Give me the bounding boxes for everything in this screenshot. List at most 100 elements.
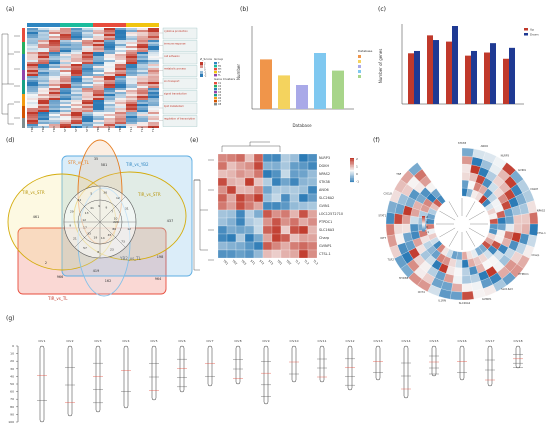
gene-label: NPAS2: [537, 208, 546, 212]
heatmap-cell: [93, 46, 104, 48]
venn-count: 966: [57, 275, 63, 279]
heatmap-cell: [60, 48, 71, 50]
scale-tick: 80: [10, 405, 14, 409]
chromosome-name: Chr15: [429, 339, 438, 343]
zscore-tick: 1: [204, 66, 206, 69]
heatmap-cell: [82, 78, 93, 80]
heatmap-cell: [137, 124, 148, 126]
heatmap-cell: [226, 225, 237, 235]
gene-label: MYD88: [399, 276, 408, 280]
chromosome-name: Chr2: [66, 339, 73, 343]
heatmap-cell: [93, 56, 104, 58]
down-bar: [452, 26, 458, 104]
legend-gradient-step: [422, 217, 425, 219]
heatmap-cell: [244, 201, 255, 211]
scale-tick: 50: [10, 382, 14, 386]
chromosome-name: Chr11: [317, 339, 326, 343]
heatmap-cell: [38, 40, 49, 42]
annotation-text: lipid metabolism: [164, 105, 185, 108]
cluster-strip-segment: [22, 94, 25, 106]
heatmap-cell: [115, 76, 126, 78]
heatmap-cell: [38, 50, 49, 52]
circular-heatmap-cell: [461, 275, 472, 285]
heatmap-cell: [60, 84, 71, 86]
legend-gradient-step: [350, 178, 354, 180]
legend-gradient-step: [350, 179, 354, 181]
heatmap-cell: [93, 44, 104, 46]
group-bar-segment: [104, 23, 115, 27]
heatmap-cell: [49, 74, 60, 76]
heatmap-cell: [115, 100, 126, 102]
column-label: ST1: [63, 126, 67, 132]
annotation-box: [162, 40, 198, 52]
scale-tick: 60: [10, 390, 14, 394]
heatmap-cell: [71, 116, 82, 118]
heatmap-cell: [49, 50, 60, 52]
chromosome-bar: [67, 345, 73, 417]
heatmap-cell: [104, 114, 115, 116]
column-label: YB1: [276, 259, 283, 266]
heatmap-cell: [71, 30, 82, 32]
group-bar-segment: [115, 23, 126, 27]
heatmap-cell: [271, 217, 282, 227]
heatmap-cell: [82, 102, 93, 104]
gene-label: NPAS2: [319, 172, 330, 176]
heatmap-cell: [126, 126, 137, 128]
heatmap-cell: [244, 209, 255, 219]
heatmap-cell: [126, 66, 137, 68]
heatmap-cell: [38, 86, 49, 88]
heatmap-cell: [104, 40, 115, 42]
heatmap-cell: [115, 42, 126, 44]
heatmap-cell: [93, 48, 104, 50]
heatmap-cell: [298, 225, 309, 235]
heatmap-cell: [27, 30, 38, 32]
heatmap-cell: [235, 169, 246, 179]
venn-count: 12: [82, 218, 86, 222]
heatmap-cell: [27, 74, 38, 76]
heatmap-cell: [27, 76, 38, 78]
legend-gradient-step: [422, 225, 425, 228]
heatmap-cell: [27, 92, 38, 94]
gene-label: NLRP3: [319, 156, 330, 160]
gene-label: IRF7: [381, 236, 387, 240]
heatmap-cell: [82, 112, 93, 114]
heatmap-cell: [82, 32, 93, 34]
group-legend-title: Group: [214, 57, 223, 61]
heatmap-cell: [148, 94, 159, 96]
heatmap-cell: [60, 74, 71, 76]
heatmap-cell: [235, 177, 246, 187]
gene-label: STAT1: [378, 213, 386, 217]
heatmap-cell: [93, 30, 104, 32]
heatmap-cell: [60, 108, 71, 110]
chromosome-name: Chr18: [513, 339, 522, 343]
heatmap-cell: [93, 62, 104, 64]
heatmap-cell: [71, 50, 82, 52]
heatmap-cell: [115, 38, 126, 40]
heatmap-cell: [298, 249, 309, 259]
heatmap-cell: [38, 44, 49, 46]
heatmap-cell: [115, 52, 126, 54]
legend-gradient-step: [350, 161, 354, 163]
heatmap-cell: [27, 48, 38, 50]
heatmap-cell: [137, 88, 148, 90]
circular-heatmap-cell: [451, 283, 463, 293]
heatmap-cell: [126, 90, 137, 92]
heatmap-cell: [137, 98, 148, 100]
heatmap-cell: [27, 54, 38, 56]
heatmap-cell: [226, 209, 237, 219]
heatmap-cell: [38, 30, 49, 32]
heatmap-cell: [27, 118, 38, 120]
group-label: TL: [218, 74, 221, 77]
heatmap-cell: [148, 102, 159, 104]
dendrogram-branch: [465, 201, 476, 218]
heatmap-cell: [289, 233, 300, 243]
heatmap-cell: [27, 52, 38, 54]
zscore-swatch: [200, 74, 203, 77]
heatmap-cell: [217, 201, 228, 211]
heatmap-cell: [27, 70, 38, 72]
heatmap-cell: [137, 114, 148, 116]
venn-count: 9: [69, 223, 71, 227]
heatmap-cell: [226, 201, 237, 211]
heatmap-cell: [93, 92, 104, 94]
panel-g-chromosome-map: 0 10 20 30 40 50 60 70 80 90 100 Chr1 Chr2 Chr3 Chr4 C…: [8, 339, 523, 424]
